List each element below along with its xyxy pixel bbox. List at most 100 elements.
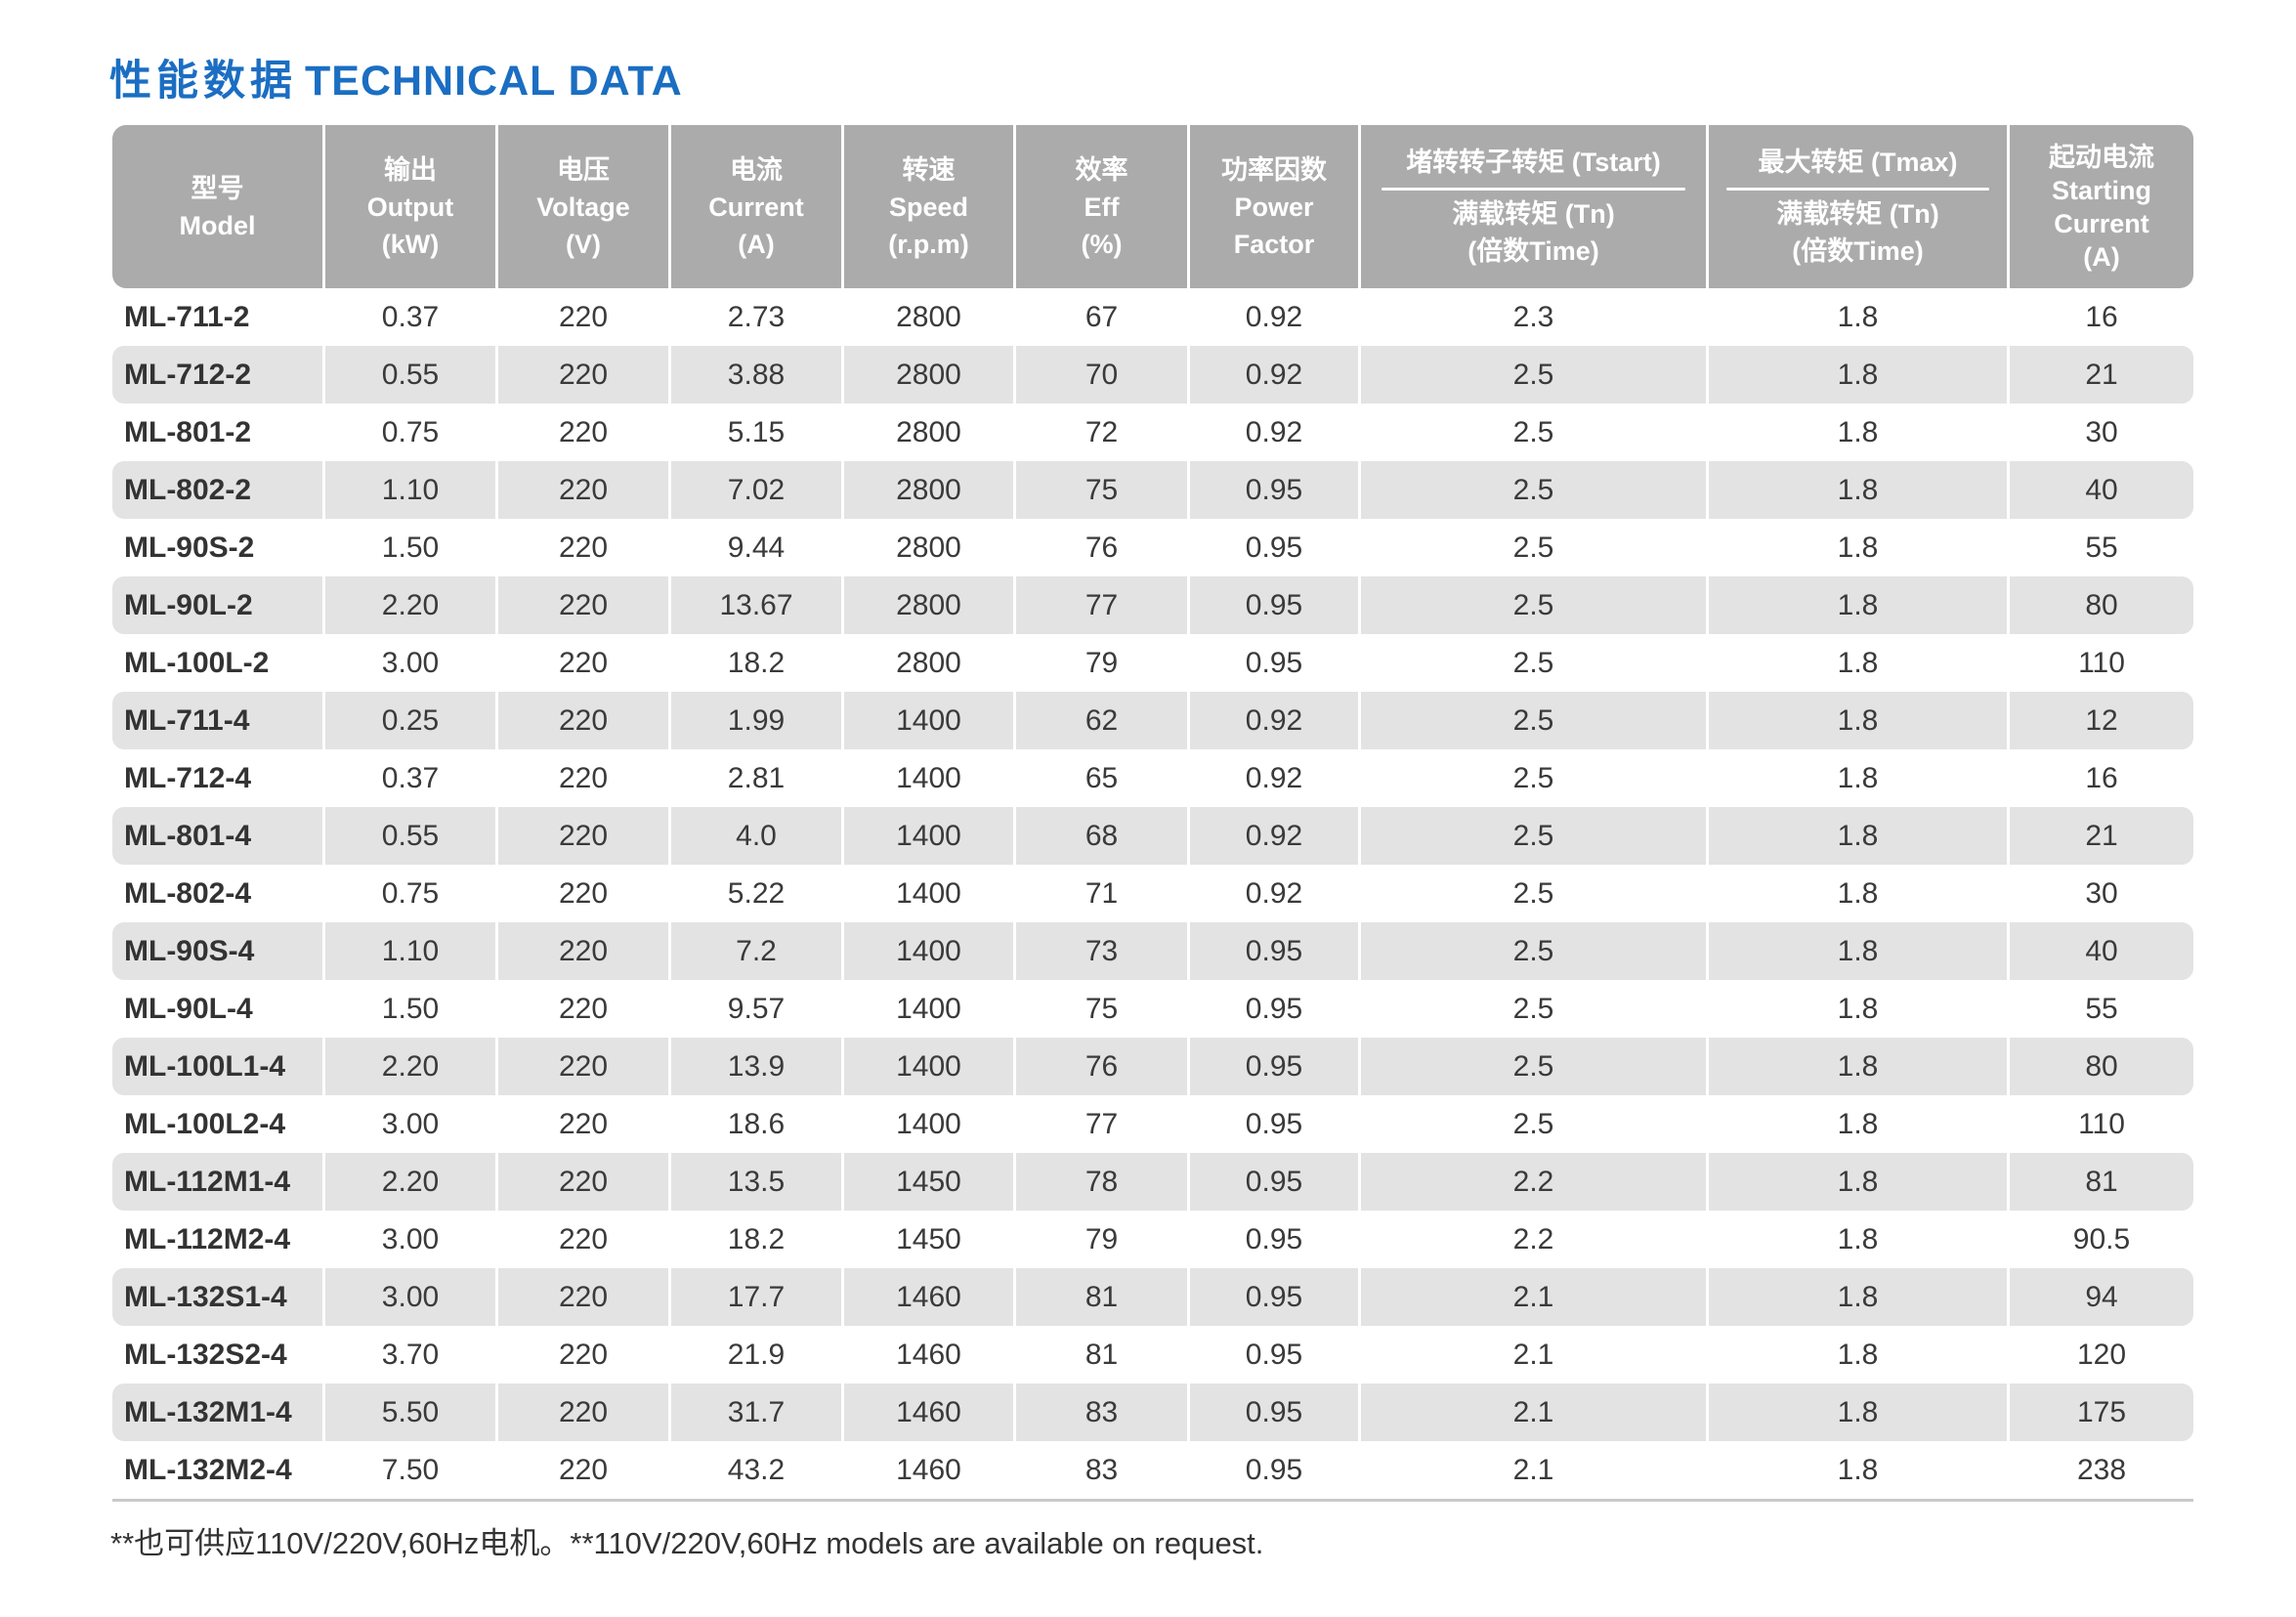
table-header: 型号 Model 输出 Output (kW) 电压 Voltage (V) 电… [112,125,2193,288]
cell-tmax-ratio: 1.8 [1837,1222,1879,1255]
cell-eff: 83 [1084,1453,1119,1486]
cell-tmax-ratio: 1.8 [1837,415,1879,448]
cell-tmax-ratio: 1.8 [1837,1453,1879,1486]
table-row: ML-100L-2 3.00 220 18.2 2800 79 0.95 2.5… [112,634,2193,692]
col-header-model-en: Model [179,210,256,240]
cell-speed: 1400 [844,692,1016,749]
cell-output: 0.55 [325,807,498,865]
cell-tmax-ratio: 1.8 [1709,576,2010,634]
cell-speed: 2800 [844,576,1016,634]
cell-tstart-ratio: 2.5 [1361,922,1709,980]
table-row: ML-112M1-4 2.20 220 13.5 1450 78 0.95 2.… [112,1153,2193,1211]
cell-eff: 71 [1084,876,1119,910]
cell-voltage: 220 [498,1268,671,1326]
technical-data-table: 型号 Model 输出 Output (kW) 电压 Voltage (V) 电… [112,125,2193,1499]
cell-tmax-ratio: 1.8 [1837,531,1879,564]
cell-tstart-ratio: 2.5 [1512,531,1554,564]
col-header-starting-current-en: Starting [2051,175,2151,205]
col-header-tmax-ratio: 最大转矩 (Tmax) 满载转矩 (Tn) (倍数Time) [1709,125,2010,288]
col-header-output-unit: (kW) [381,229,440,259]
cell-model: ML-90L-2 [112,576,325,634]
cell-output: 0.25 [325,692,498,749]
cell-voltage: 220 [498,807,671,865]
table-row: ML-132M2-4 7.50 220 43.2 1460 83 0.95 2.… [112,1441,2193,1499]
cell-speed: 1400 [896,876,961,910]
table-row: ML-712-4 0.37 220 2.81 1400 65 0.92 2.5 … [112,749,2193,807]
cell-voltage: 220 [558,761,609,794]
cell-speed: 1400 [844,922,1016,980]
cell-tmax-ratio: 1.8 [1709,1268,2010,1326]
cell-speed: 1460 [844,1383,1016,1441]
cell-eff: 68 [1016,807,1190,865]
cell-output: 0.75 [381,415,440,448]
cell-voltage: 220 [498,692,671,749]
cell-power-factor: 0.95 [1245,1453,1303,1486]
cell-output: 0.55 [325,346,498,404]
cell-power-factor: 0.95 [1190,922,1361,980]
col-header-output: 输出 Output (kW) [325,125,498,288]
cell-speed: 1400 [844,807,1016,865]
col-header-tmax-denominator: 满载转矩 (Tn) [1776,199,1939,229]
page-title-en: TECHNICAL DATA [305,58,683,105]
cell-tmax-ratio: 1.8 [1709,461,2010,519]
cell-current: 2.81 [727,761,786,794]
table-row: ML-801-2 0.75 220 5.15 2800 72 0.92 2.5 … [112,404,2193,461]
cell-power-factor: 0.95 [1190,576,1361,634]
table-header-row: 型号 Model 输出 Output (kW) 电压 Voltage (V) 电… [112,125,2193,288]
cell-eff: 83 [1016,1383,1190,1441]
table-row: ML-711-2 0.37 220 2.73 2800 67 0.92 2.3 … [112,288,2193,346]
cell-voltage: 220 [558,1222,609,1255]
table-row: ML-711-4 0.25 220 1.99 1400 62 0.92 2.5 … [112,692,2193,749]
cell-speed: 2800 [896,531,961,564]
cell-starting-current: 80 [2010,576,2193,634]
cell-output: 5.50 [325,1383,498,1441]
cell-starting-current: 16 [2085,300,2118,333]
cell-tstart-ratio: 2.5 [1361,1038,1709,1095]
cell-eff: 75 [1016,461,1190,519]
cell-starting-current: 110 [2078,646,2125,679]
col-header-current-zh: 电流 [730,154,783,185]
cell-tmax-ratio: 1.8 [1837,876,1879,910]
col-header-speed-zh: 转速 [902,154,956,185]
col-header-power-factor: 功率因数 Power Factor [1190,125,1361,288]
cell-starting-current: 81 [2010,1153,2193,1211]
cell-tmax-ratio: 1.8 [1837,992,1879,1025]
col-header-power-factor-zh: 功率因数 [1221,154,1327,185]
cell-model: ML-100L2-4 [124,1107,286,1140]
col-header-tmax-note: (倍数Time) [1792,236,1924,266]
cell-current: 18.2 [727,646,786,679]
cell-model: ML-132M2-4 [124,1453,292,1486]
cell-power-factor: 0.92 [1190,692,1361,749]
cell-eff: 81 [1084,1338,1119,1371]
cell-voltage: 220 [498,461,671,519]
cell-tstart-ratio: 2.1 [1361,1383,1709,1441]
cell-tstart-ratio: 2.5 [1512,876,1554,910]
cell-model: ML-712-2 [112,346,325,404]
cell-starting-current: 175 [2010,1383,2193,1441]
cell-speed: 1400 [896,992,961,1025]
col-header-model: 型号 Model [112,125,325,288]
cell-power-factor: 0.95 [1190,1268,1361,1326]
cell-starting-current: 12 [2010,692,2193,749]
cell-output: 3.70 [381,1338,440,1371]
col-header-tstart-numerator: 堵转转子转矩 (Tstart) [1406,148,1661,177]
cell-model: ML-801-4 [112,807,325,865]
cell-voltage: 220 [558,876,609,910]
cell-model: ML-802-4 [124,876,252,910]
cell-voltage: 220 [558,1453,609,1486]
cell-speed: 1460 [896,1453,961,1486]
cell-output: 1.50 [381,992,440,1025]
col-header-eff-zh: 效率 [1075,154,1128,185]
cell-current: 18.2 [727,1222,786,1255]
table-row: ML-802-4 0.75 220 5.22 1400 71 0.92 2.5 … [112,865,2193,922]
cell-model: ML-712-4 [124,761,252,794]
col-header-tmax-numerator: 最大转矩 (Tmax) [1758,148,1958,177]
cell-speed: 2800 [896,646,961,679]
cell-starting-current: 94 [2010,1268,2193,1326]
cell-speed: 1450 [896,1222,961,1255]
cell-current: 17.7 [671,1268,844,1326]
cell-eff: 77 [1084,1107,1119,1140]
table-row: ML-100L1-4 2.20 220 13.9 1400 76 0.95 2.… [112,1038,2193,1095]
cell-eff: 72 [1084,415,1119,448]
